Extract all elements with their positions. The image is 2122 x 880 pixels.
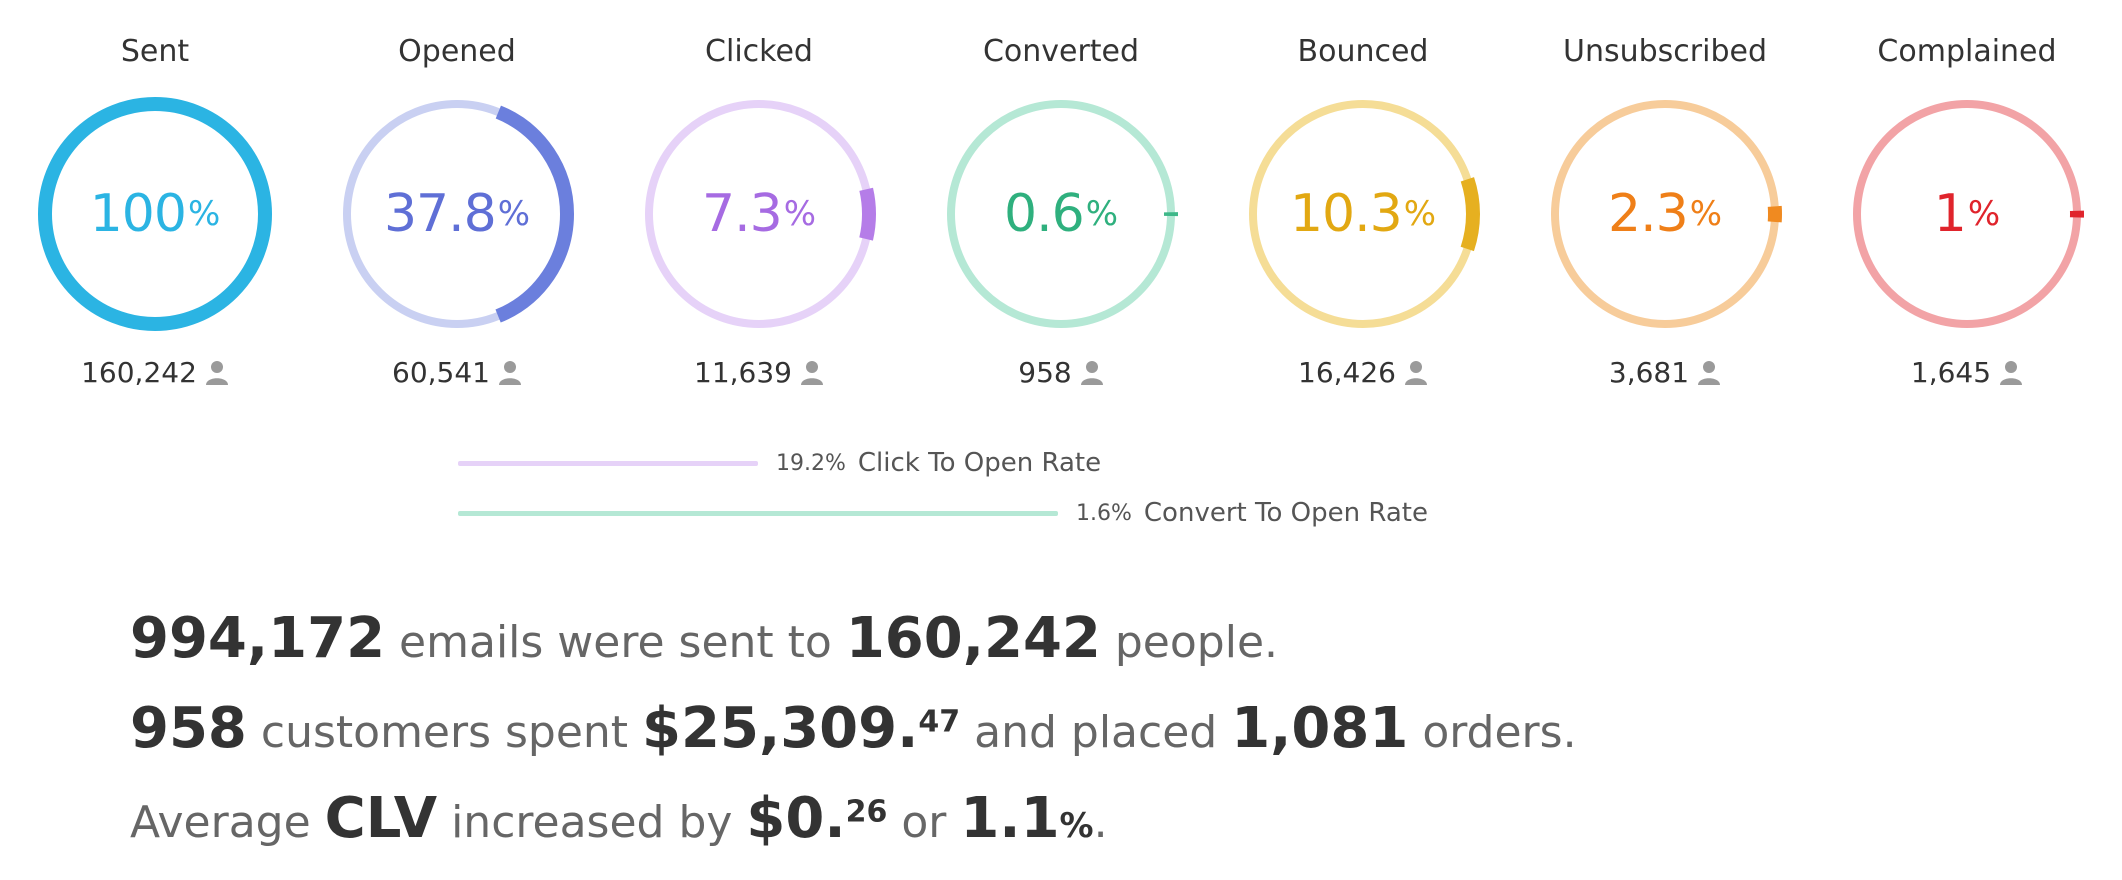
click-to-open-rate-value: 19.2%	[776, 450, 846, 476]
people-count-value: 160,242	[81, 356, 197, 389]
ring-value: 37.8	[383, 184, 497, 244]
metric-count: 958	[926, 356, 1196, 389]
metric-title: Opened	[398, 34, 516, 69]
revenue-amount: $25,309.	[642, 696, 919, 761]
progress-ring: 0.6%	[941, 94, 1181, 334]
progress-ring: 7.3%	[639, 94, 879, 334]
ring-progress-arc	[1850, 97, 2084, 331]
clv-increase-percent: 1.1	[960, 786, 1060, 851]
ring-value: 100	[89, 184, 187, 244]
ring-percent-sign: %	[187, 194, 221, 234]
metric-title: Bounced	[1297, 34, 1429, 69]
person-icon	[205, 360, 229, 386]
ring-value: 2.3	[1607, 184, 1689, 244]
progress-ring: 37.8%	[337, 94, 577, 334]
progress-ring: 1%	[1847, 94, 2087, 334]
ring-percent-sign: %	[497, 194, 531, 234]
convert-to-open-rate-label: Convert To Open Rate	[1143, 498, 1428, 528]
ring-percent-sign: %	[1085, 194, 1118, 234]
ring-progress-arc	[1246, 97, 1480, 331]
emails-sent-count: 994,172	[130, 606, 386, 671]
orders-count: 1,081	[1231, 696, 1409, 761]
metric-count: 160,242	[20, 356, 290, 389]
metric-count: 3,681	[1530, 356, 1800, 389]
ring-progress-arc	[340, 97, 574, 331]
ring-percent-sign: %	[1403, 194, 1437, 234]
progress-ring: 100%	[35, 94, 275, 334]
person-icon	[800, 360, 824, 386]
convert-to-open-rate: 1.6% Convert To Open Rate	[458, 498, 1428, 528]
person-icon	[1999, 360, 2023, 386]
people-count-value: 60,541	[392, 356, 490, 389]
people-count-value: 16,426	[1298, 356, 1396, 389]
click-to-open-rate-bar	[458, 460, 758, 466]
metric-count: 16,426	[1228, 356, 1498, 389]
person-icon	[498, 360, 522, 386]
summary-line-orders: 958 customers spent $25,309.47 and place…	[130, 696, 1577, 761]
clv-increase-cents: 26	[845, 794, 888, 830]
person-icon	[1697, 360, 1721, 386]
metric-title: Clicked	[705, 34, 813, 69]
metric-count: 1,645	[1832, 356, 2102, 389]
ring-progress-arc	[642, 97, 876, 331]
people-count-value: 1,645	[1910, 356, 1992, 389]
click-to-open-rate-label: Click To Open Rate	[857, 448, 1102, 478]
people-count-value: 11,639	[694, 356, 792, 389]
metric-title: Complained	[1877, 34, 2057, 69]
customers-count: 958	[130, 696, 247, 761]
ring-value: 7.3	[701, 184, 783, 244]
people-count-value: 958	[1018, 356, 1072, 389]
summary-line-emails: 994,172 emails were sent to 160,242 peop…	[130, 606, 1279, 671]
clv-increase-amount: $0.	[746, 786, 846, 851]
people-count: 160,242	[845, 606, 1101, 671]
people-count-value: 3,681	[1608, 356, 1690, 389]
metric-title: Unsubscribed	[1563, 34, 1767, 69]
person-icon	[1404, 360, 1428, 386]
revenue-cents: 47	[918, 704, 961, 740]
convert-to-open-rate-value: 1.6%	[1076, 500, 1132, 526]
ring-track	[38, 97, 272, 331]
metric-title: Converted	[982, 34, 1140, 69]
metric-title: Sent	[120, 34, 190, 69]
ring-value: 10.3	[1289, 184, 1403, 244]
progress-ring: 2.3%	[1545, 94, 1785, 334]
ring-percent-sign: %	[783, 194, 816, 234]
ring-percent-sign: %	[1689, 194, 1722, 234]
ring-value: 0.6	[1003, 184, 1085, 244]
clv-label: CLV	[324, 786, 438, 851]
ring-value: 1	[1933, 184, 1967, 244]
summary-line-clv: Average CLV increased by $0.26 or 1.1%.	[130, 786, 1108, 851]
progress-ring: 10.3%	[1243, 94, 1483, 334]
click-to-open-rate: 19.2% Click To Open Rate	[458, 448, 1101, 478]
metric-count: 60,541	[322, 356, 592, 389]
metric-count: 11,639	[624, 356, 894, 389]
person-icon	[1080, 360, 1104, 386]
ring-progress-arc	[944, 97, 1178, 331]
ring-progress-arc	[1548, 97, 1782, 331]
ring-percent-sign: %	[1967, 194, 2001, 234]
convert-to-open-rate-bar	[458, 510, 1058, 516]
